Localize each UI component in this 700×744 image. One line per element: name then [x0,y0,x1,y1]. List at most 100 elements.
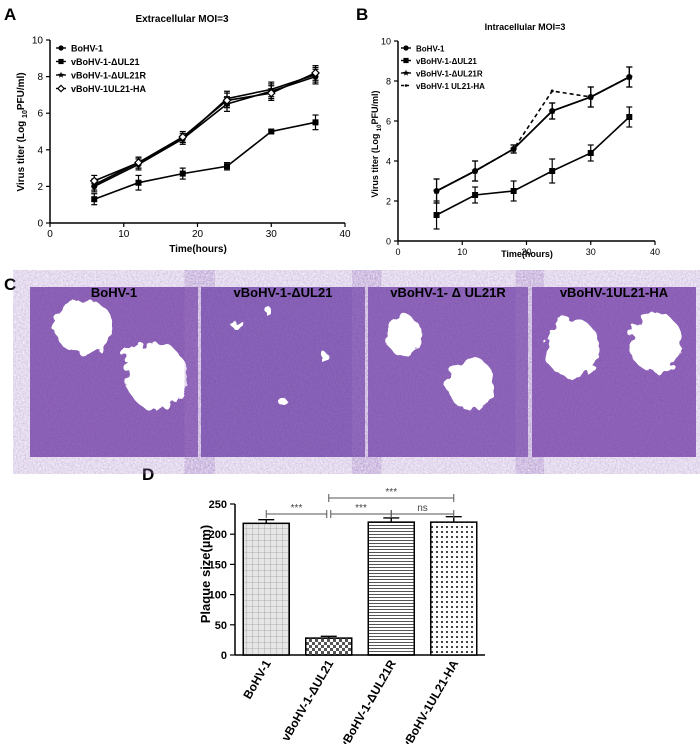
data-point [135,179,142,186]
data-point [179,170,186,177]
bar [367,521,415,656]
y-tick-label: 10 [381,37,391,47]
legend-label: vBoHV-1-ΔUL21R [416,70,483,79]
legend-label: vBoHV-1 UL21-HA [416,82,485,91]
series-1 [91,114,319,206]
legend: BoHV-1 vBoHV-1-ΔUL21 vBoHV-1-ΔUL21R vBoHV-1… [56,44,147,94]
legend-marker [403,57,409,64]
plaque-images [30,287,696,457]
legend-marker [58,58,64,65]
series-1 [433,106,633,230]
legend-label: BoHV-1 [71,44,103,54]
data-point [587,150,594,156]
y-tick-label: 2 [386,197,391,207]
chart-a-xlabel: Time(hours) [169,244,227,255]
chart-panel-b: Intracellular MOI=3 Time(hours) Virus ti… [370,22,660,259]
y-tick-label: 100 [209,590,227,602]
data-point [626,114,633,120]
y-tick-label: 2 [37,182,43,193]
series-3 [435,75,631,193]
significance-label: *** [355,503,367,514]
x-tick-label: 30 [266,229,278,240]
chart-d-ylabel: Plaque size(µm) [198,525,213,624]
x-tick-label: vBoHV-1-ΔUL21R [337,657,399,744]
data-point [268,128,275,135]
chart-b-ylabel: Virus titer (Log 10PFU/ml) [370,90,383,197]
bar [305,637,353,656]
x-tick-label: 40 [650,247,660,257]
plaque-image-delta-ul21r [368,287,528,457]
legend-label: vBoHV-1-ΔUL21 [71,57,139,67]
chart-a-title: Extracellular MOI=3 [135,14,229,25]
data-point [433,212,440,218]
series-line [94,121,316,200]
x-tick-label: 10 [118,229,130,240]
legend-label: vBoHV-1UL21-HA [71,84,147,94]
y-tick-label: 8 [386,77,391,87]
significance-label: *** [385,487,397,498]
plaque-label-delta-ul21r: vBoHV-1- Δ UL21R [390,285,506,300]
plaque-image-bohv1 [30,287,198,457]
panel-letter-d: D [142,465,154,484]
y-tick-label: 150 [209,559,227,571]
x-tick-label: 30 [586,247,596,257]
data-point [134,158,143,168]
data-point [266,88,276,98]
y-tick-label: 0 [221,650,227,662]
y-tick-label: 10 [32,36,44,47]
x-tick-label: 40 [339,229,351,240]
data-point [89,176,99,186]
legend-label: vBoHV-1-ΔUL21 [416,57,477,66]
plaque-image-delta-ul21 [201,287,365,457]
x-tick-label: 0 [395,247,400,257]
x-tick-label: BoHV-1 [240,657,274,701]
series-line [436,76,630,192]
data-point [548,107,556,115]
data-point [589,95,593,99]
y-tick-label: 0 [37,219,43,230]
data-point [627,75,631,79]
legend-marker [57,84,65,93]
y-tick-label: 8 [37,72,43,83]
data-point [312,119,319,126]
plaque-label-delta-ul21: vBoHV-1-ΔUL21 [233,285,333,300]
y-tick-label: 200 [209,529,227,541]
legend-label: BoHV-1 [416,45,445,54]
chart-b-xlabel: Time(hours) [501,249,553,259]
chart-a-ylabel: Virus titer (Log 10PFU/ml) [16,72,29,191]
x-tick-label: 0 [47,229,53,240]
data-point [510,188,517,194]
data-point [178,132,188,142]
data-point [550,89,554,93]
series-line [436,76,630,192]
data-point [435,189,439,193]
plaque-image-ul21-ha [532,287,696,457]
bar [430,521,478,656]
y-tick-label: 50 [215,620,227,632]
series-line [436,116,630,216]
legend-marker [403,45,409,51]
legend-marker [57,71,65,78]
series-line [93,72,316,182]
bar [242,522,290,656]
x-tick-label: 10 [457,247,467,257]
legend-marker [404,84,408,87]
x-tick-label: 20 [192,229,204,240]
y-tick-label: 4 [37,145,43,156]
legend-marker [58,45,64,51]
y-tick-label: 6 [386,117,391,127]
data-point [512,147,516,151]
legend: BoHV-1 vBoHV-1-ΔUL21 vBoHV-1-ΔUL21R vBoHV-1… [401,45,485,91]
data-point [91,196,98,203]
significance-label: ns [417,503,428,514]
data-point [549,168,556,174]
x-tick-label: vBoHV-1UL21-HA [399,657,461,744]
panel-letter-a: A [4,5,16,24]
series-3 [89,65,320,187]
data-point [473,169,477,173]
data-point [222,95,232,105]
x-tick-label: vBoHV-1-ΔUL21 [279,657,337,743]
plaque-label-ul21-ha: vBoHV-1UL21-HA [559,285,669,300]
